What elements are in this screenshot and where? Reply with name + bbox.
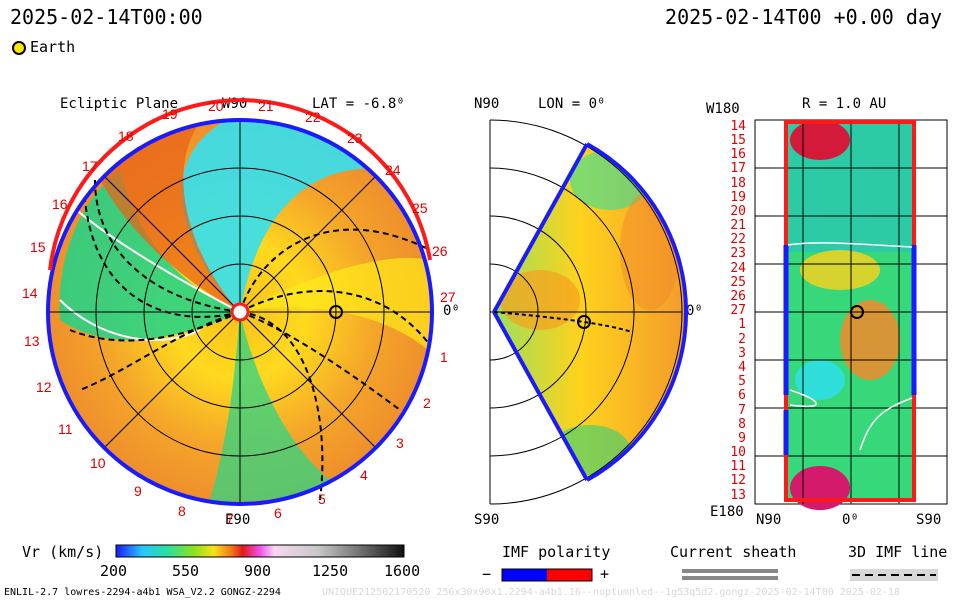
sph-row-6: 6 (738, 388, 746, 403)
sph-row-20: 20 (730, 204, 746, 219)
ecl-tick-4: 4 (360, 467, 368, 483)
imf-plus-label: + (600, 565, 610, 583)
imf-polarity-label: IMF polarity (502, 543, 611, 561)
ecliptic-zero: 0⁰ (443, 303, 460, 319)
sph-row-23: 23 (730, 246, 746, 261)
ecl-tick-17: 17 (82, 158, 98, 174)
colorbar-tick-550: 550 (172, 562, 200, 580)
sphere-zero: 0⁰ (842, 512, 859, 528)
ecl-tick-8: 8 (178, 503, 186, 519)
ecl-tick-5: 5 (318, 491, 326, 507)
sph-row-22: 22 (730, 232, 746, 247)
colorbar-tick-900: 900 (244, 562, 272, 580)
imf-positive-swatch (547, 569, 592, 581)
ecl-tick-7: 7 (226, 511, 234, 527)
ecl-tick-22: 22 (305, 109, 321, 125)
ecl-tick-16: 16 (52, 196, 68, 212)
ecl-tick-6: 6 (274, 505, 282, 521)
ecl-tick-20: 20 (208, 98, 224, 114)
ecl-tick-23: 23 (347, 130, 363, 146)
sph-row-7: 7 (738, 403, 746, 418)
meridian-lon: LON = 0⁰ (538, 96, 606, 112)
meridian-s90: S90 (474, 512, 500, 528)
sph-row-17: 17 (730, 161, 746, 176)
sphere-n90: N90 (756, 512, 782, 528)
sphere-w180: W180 (706, 101, 740, 117)
model-info: ENLIL-2.7 lowres-2294-a4b1 WSA_V2.2 GONG… (4, 587, 281, 598)
colorbar-label: Vr (km/s) (22, 543, 104, 561)
ecliptic-plane-plot (46, 98, 434, 506)
right-timestamp: 2025-02-14T00 +0.00 day (665, 5, 942, 29)
sph-row-12: 12 (730, 473, 746, 488)
imf-minus-label: − (482, 565, 492, 583)
sph-row-27: 27 (730, 303, 746, 318)
sph-row-5: 5 (738, 374, 746, 389)
ecl-tick-12: 12 (36, 379, 52, 395)
left-timestamp: 2025-02-14T00:00 (10, 5, 203, 29)
sph-row-3: 3 (738, 346, 746, 361)
sph-row-14: 14 (730, 119, 746, 134)
ecl-tick-11: 11 (58, 421, 73, 437)
sph-row-19: 19 (730, 190, 746, 205)
meridian-n90: N90 (474, 96, 500, 112)
current-sheath-label: Current sheath (670, 543, 797, 561)
ecl-tick-2: 2 (423, 395, 431, 411)
ecl-tick-25: 25 (412, 200, 428, 216)
earth-marker-icon (12, 41, 26, 55)
sph-row-16: 16 (730, 147, 746, 162)
ecliptic-lat: LAT = -6.8⁰ (312, 96, 405, 112)
sph-row-18: 18 (730, 176, 746, 191)
meridian-plane-plot (489, 119, 689, 505)
sph-row-2: 2 (738, 332, 746, 347)
sph-row-25: 25 (730, 275, 746, 290)
ecliptic-title: Ecliptic Plane (60, 96, 179, 112)
meridian-zero: 0⁰ (686, 303, 703, 319)
ecliptic-e90: E90 (225, 512, 251, 528)
ecl-tick-10: 10 (90, 455, 106, 471)
current-sheath-swatch (682, 569, 778, 573)
sph-row-24: 24 (730, 261, 746, 276)
earth-legend-label: Earth (30, 38, 76, 56)
sph-row-11: 11 (730, 459, 746, 474)
sph-row-21: 21 (730, 218, 746, 233)
colorbar-tick-1250: 1250 (312, 562, 349, 580)
ecl-tick-18: 18 (118, 128, 134, 144)
sphere-e180: E180 (710, 504, 744, 520)
sphere-map-plot (754, 119, 948, 510)
ecl-tick-19: 19 (162, 106, 178, 122)
speed-colorbar (115, 544, 405, 558)
ecl-tick-3: 3 (396, 435, 404, 451)
ecl-tick-15: 15 (30, 239, 46, 255)
sph-row-15: 15 (730, 133, 746, 148)
sph-row-4: 4 (738, 360, 746, 375)
imf-negative-swatch (502, 569, 547, 581)
imf-line-label: 3D IMF line (848, 543, 948, 561)
sph-row-26: 26 (730, 289, 746, 304)
sph-row-8: 8 (738, 417, 746, 432)
ecl-tick-27: 27 (440, 289, 456, 305)
colorbar-tick-200: 200 (100, 562, 128, 580)
sphere-s90: S90 (916, 512, 942, 528)
ecl-tick-14: 14 (22, 285, 38, 301)
sph-row-10: 10 (730, 445, 746, 460)
ecliptic-earth-marker (329, 305, 343, 319)
colorbar-tick-1600: 1600 (384, 562, 421, 580)
sph-row-13: 13 (730, 488, 746, 503)
run-id-watermark: UNIQUE212502170520_256x30x90x1.2294-a4b1… (322, 587, 900, 598)
ecl-tick-13: 13 (24, 333, 40, 349)
sphere-radius: R = 1.0 AU (802, 96, 887, 112)
ecl-tick-24: 24 (385, 162, 401, 178)
ecl-tick-26: 26 (432, 243, 448, 259)
sph-row-1: 1 (738, 317, 746, 332)
sph-row-9: 9 (738, 431, 746, 446)
ecl-tick-9: 9 (134, 483, 142, 499)
ecl-tick-21: 21 (258, 98, 274, 114)
ecl-tick-1: 1 (440, 349, 448, 365)
